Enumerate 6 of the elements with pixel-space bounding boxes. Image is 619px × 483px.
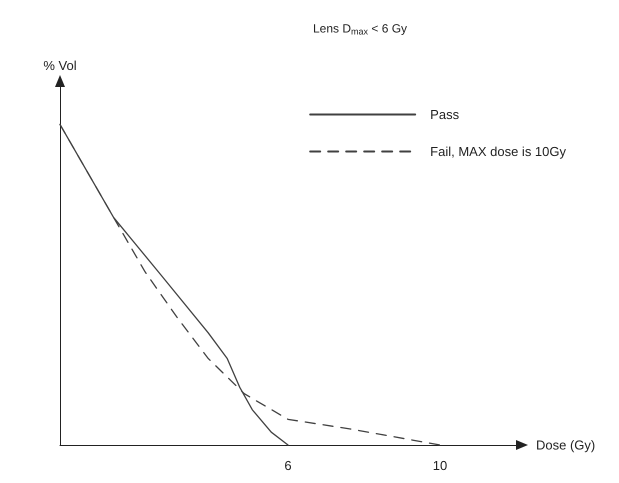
y-axis-title: % Vol xyxy=(43,58,77,73)
x-tick-label: 10 xyxy=(432,458,448,473)
text: Pass xyxy=(430,107,460,122)
x-tick-label: 6 xyxy=(284,458,292,473)
text: Fail, MAX dose is 10Gy xyxy=(430,144,566,159)
x-axis-title: Dose (Gy) xyxy=(536,438,596,452)
